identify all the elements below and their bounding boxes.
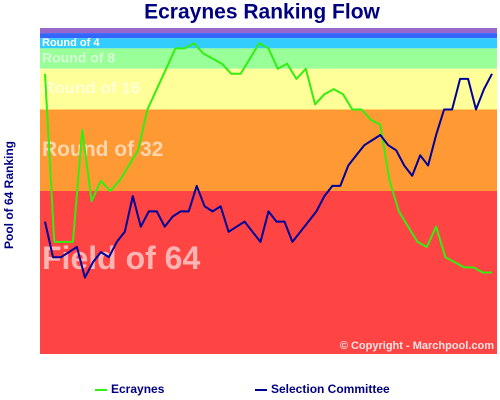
band (40, 28, 497, 34)
band-label: Round of 32 (42, 138, 163, 161)
y-axis-label: Pool of 64 Ranking (2, 141, 16, 249)
band (40, 109, 497, 191)
band (40, 38, 497, 49)
band (40, 68, 497, 110)
band-label: Field of 64 (42, 240, 200, 276)
legend-label: Selection Committee (271, 382, 390, 396)
band-label: Round of 8 (42, 49, 115, 65)
band (40, 48, 497, 69)
series-line (44, 42, 492, 274)
band-label: Round of 4 (42, 37, 100, 49)
chart-title: Ecraynes Ranking Flow (144, 1, 380, 24)
band (40, 191, 497, 354)
series-line (44, 73, 493, 279)
legend-label: Ecraynes (111, 382, 165, 396)
band (40, 33, 497, 39)
copyright: © Copyright - Marchpool.com (340, 340, 494, 352)
band-label: Round of 16 (42, 79, 140, 98)
